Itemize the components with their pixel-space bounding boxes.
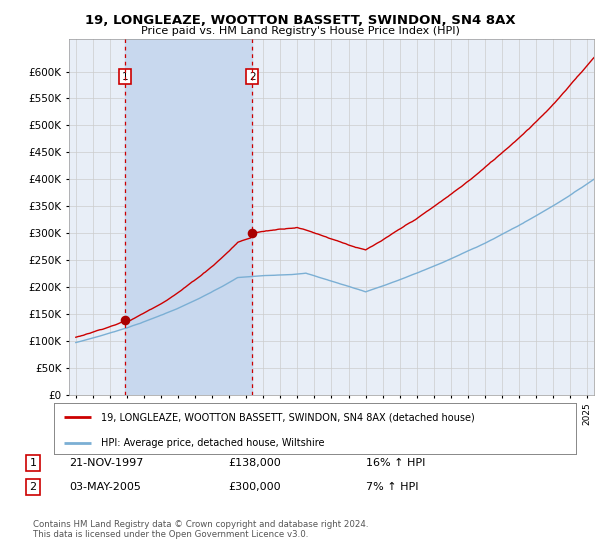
Text: 7% ↑ HPI: 7% ↑ HPI (366, 482, 419, 492)
Text: 21-NOV-1997: 21-NOV-1997 (69, 458, 143, 468)
Text: £138,000: £138,000 (228, 458, 281, 468)
Point (247, 228, 257, 237)
Bar (125, 39, 252, 395)
Text: 19, LONGLEAZE, WOOTTON BASSETT, SWINDON, SN4 8AX (detached house): 19, LONGLEAZE, WOOTTON BASSETT, SWINDON,… (101, 412, 475, 422)
Text: 2: 2 (249, 72, 256, 82)
Text: HPI: Average price, detached house, Wiltshire: HPI: Average price, detached house, Wilt… (101, 437, 325, 447)
Text: 16% ↑ HPI: 16% ↑ HPI (366, 458, 425, 468)
Text: 19, LONGLEAZE, WOOTTON BASSETT, SWINDON, SN4 8AX: 19, LONGLEAZE, WOOTTON BASSETT, SWINDON,… (85, 14, 515, 27)
Point (120, 316, 130, 325)
Text: Contains HM Land Registry data © Crown copyright and database right 2024.
This d: Contains HM Land Registry data © Crown c… (33, 520, 368, 539)
Text: 1: 1 (29, 458, 37, 468)
Text: 2: 2 (29, 482, 37, 492)
Text: Price paid vs. HM Land Registry's House Price Index (HPI): Price paid vs. HM Land Registry's House … (140, 26, 460, 36)
Text: £300,000: £300,000 (228, 482, 281, 492)
Text: 1: 1 (122, 72, 128, 82)
Text: 03-MAY-2005: 03-MAY-2005 (69, 482, 141, 492)
